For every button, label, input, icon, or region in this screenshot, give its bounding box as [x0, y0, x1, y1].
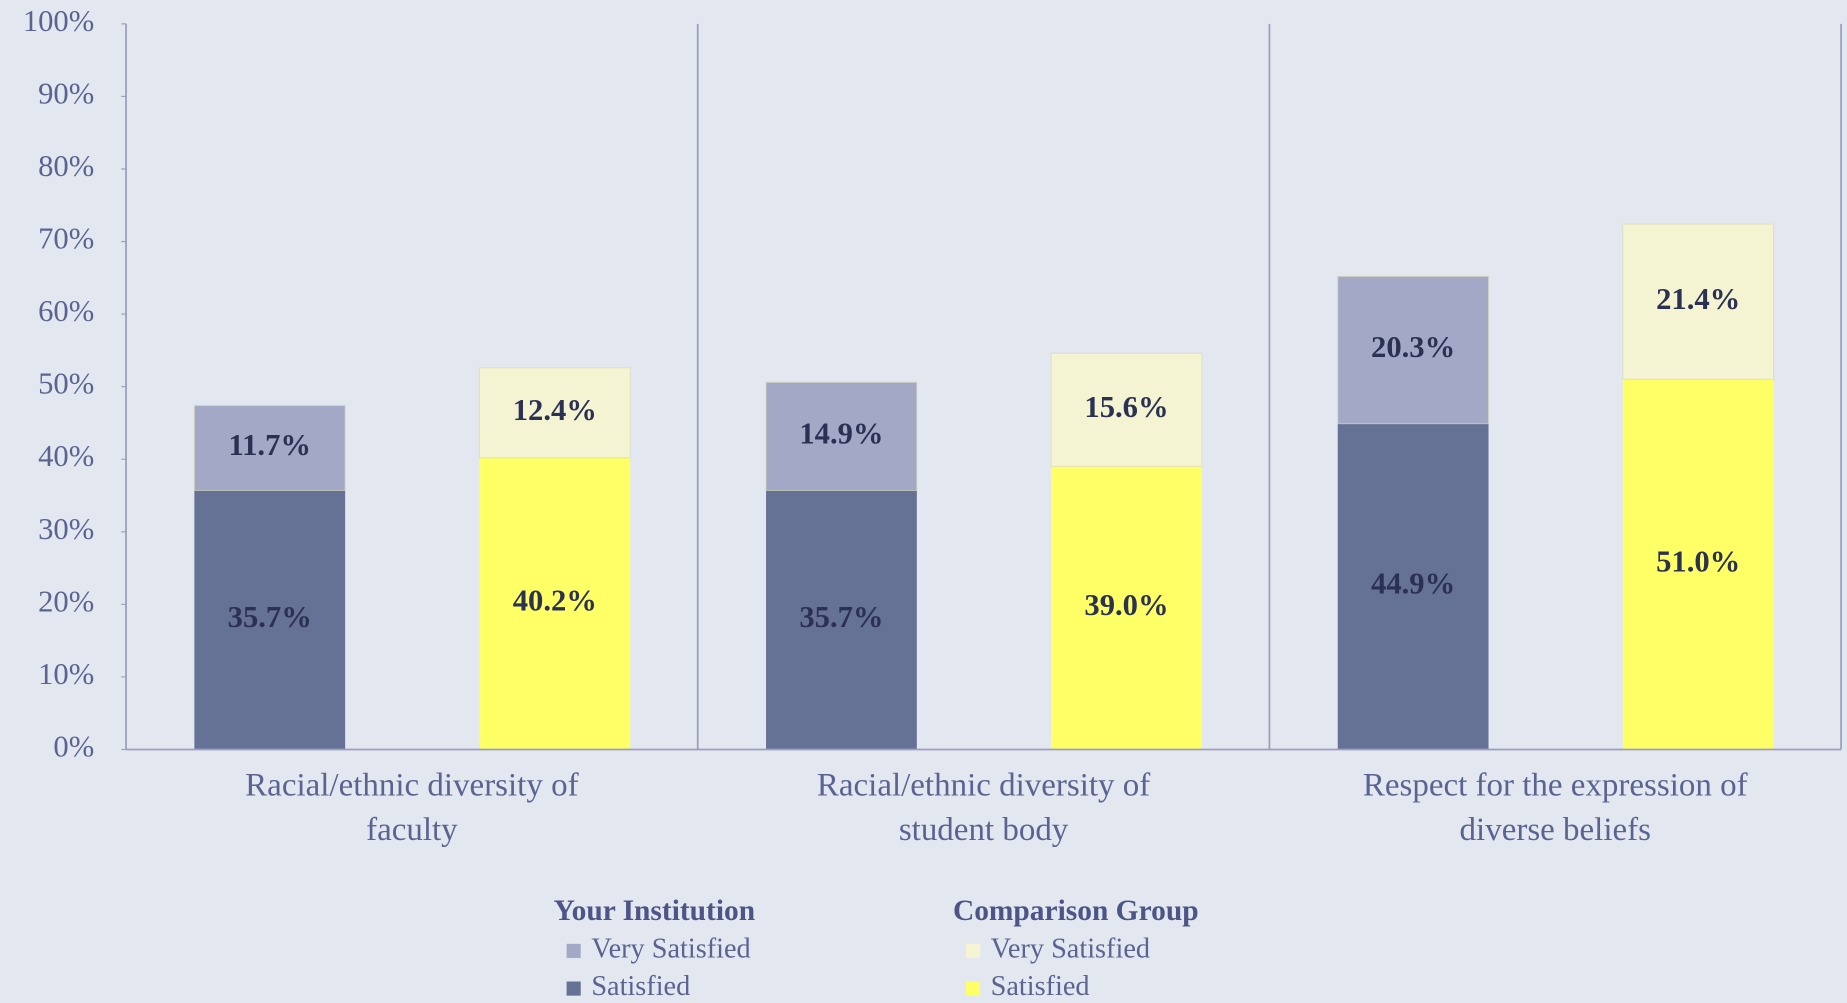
bar-segment [765, 381, 918, 492]
data-label: 11.7% [229, 428, 312, 462]
bar-segment [1337, 423, 1489, 750]
x-tick-label: Racial/ethnic diversity of faculty [245, 767, 579, 849]
data-label: 14.9% [799, 416, 883, 450]
y-tick-label: 30% [38, 512, 94, 546]
bar-segment [1622, 223, 1775, 380]
legend-swatch [566, 981, 581, 996]
category-label-box: Respect for the expression of diverse be… [1362, 767, 1748, 849]
data-label: 39.0% [1084, 588, 1168, 622]
data-label: 12.4% [513, 393, 597, 427]
y-tick-label: 10% [38, 657, 94, 691]
data-label: 21.4% [1656, 282, 1740, 316]
legend-swatch [566, 943, 581, 958]
data-label: 51.0% [1656, 544, 1740, 578]
y-tick-label: 0% [53, 729, 94, 763]
legend-title: Comparison Group [953, 895, 1199, 927]
legend-swatch [965, 981, 981, 996]
category-label-box: Racial/ethnic diversity of faculty [245, 767, 579, 849]
y-tick-label: 90% [38, 76, 94, 110]
y-tick-label: 60% [38, 294, 94, 328]
legend-title: Your Institution [554, 895, 756, 927]
bar-segment [766, 490, 917, 750]
y-tick-label: 50% [38, 367, 94, 401]
legend-label: Satisfied [591, 971, 690, 1002]
y-tick-label: 20% [38, 584, 94, 618]
x-tick-label: Respect for the expression of diverse be… [1362, 767, 1748, 849]
y-tick-label: 80% [38, 149, 94, 183]
data-label: 15.6% [1084, 390, 1168, 424]
legend-label: Very Satisfied [591, 933, 750, 964]
y-tick-label: 70% [38, 222, 94, 256]
data-label: 35.7% [228, 600, 312, 634]
data-label: 20.3% [1371, 330, 1455, 364]
bar-segment [193, 404, 346, 492]
legend-swatch [965, 943, 981, 958]
bar-segment [1050, 352, 1203, 468]
legend-label: Satisfied [991, 971, 1090, 1002]
y-tick-label: 100% [23, 4, 94, 38]
bar-segment [194, 490, 346, 750]
legend-label: Very Satisfied [991, 933, 1150, 964]
data-label: 40.2% [513, 584, 597, 618]
data-label: 35.7% [799, 600, 883, 634]
bar-segment [478, 367, 631, 459]
y-tick-label: 40% [38, 439, 94, 473]
bar-segment [1337, 275, 1490, 425]
data-label: 44.9% [1371, 567, 1455, 601]
bar-segment [1051, 466, 1202, 750]
bar-segment [1622, 379, 1774, 750]
x-tick-label: Racial/ethnic diversity of student body [816, 767, 1151, 849]
category-label-box: Racial/ethnic diversity of student body [816, 767, 1151, 849]
bar-segment [479, 457, 631, 750]
